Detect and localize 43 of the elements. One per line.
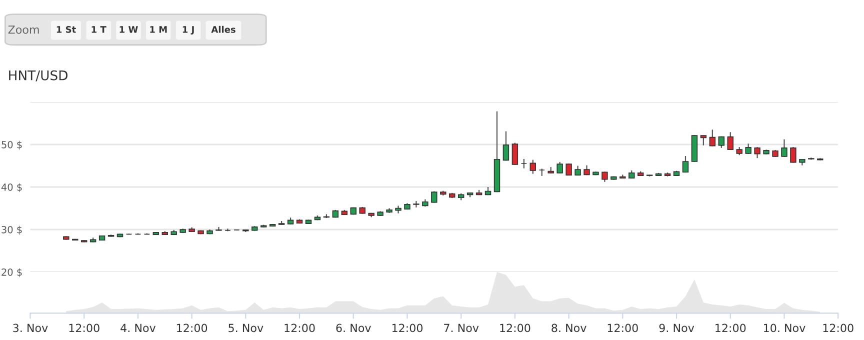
- candlestick: [754, 146, 760, 159]
- x-tick-label: 12:00: [716, 324, 746, 332]
- candlestick: [781, 138, 788, 158]
- candlestick: [512, 142, 518, 166]
- text: 1 T: [92, 26, 106, 33]
- x-tick-label: 12:00: [177, 324, 208, 332]
- x-tick-label: 3. Nov: [13, 324, 48, 332]
- text: 1 M: [150, 26, 167, 33]
- x-tick-label: 12:00: [392, 324, 423, 332]
- x-tick-label: 12:00: [284, 324, 315, 332]
- candlestick: [709, 129, 716, 147]
- candlestick: [556, 161, 563, 174]
- text: Alles: [211, 26, 236, 33]
- y-tick-label: 40 $: [1, 183, 22, 192]
- y-tick-label: 30 $: [2, 226, 22, 235]
- x-tick-label: 9. Nov: [659, 324, 694, 332]
- candlestick: [727, 132, 734, 151]
- y-tick-label: 50 $: [2, 140, 22, 150]
- x-tick-label: 5. Nov: [228, 324, 264, 332]
- candlestick: [413, 200, 420, 208]
- x-tick-label: 4. Nov: [120, 324, 156, 332]
- x-tick-label: 12:00: [500, 324, 530, 332]
- x-tick-label: 8. Nov: [552, 324, 586, 332]
- x-tick-label: 7. Nov: [444, 324, 479, 332]
- x-tick-label: 6. Nov: [336, 324, 371, 332]
- candlestick: [602, 171, 608, 182]
- text: 1 J: [182, 26, 194, 35]
- candlestick: [745, 143, 752, 154]
- candlestick: [790, 146, 796, 164]
- candlestick: [530, 159, 536, 174]
- candlestick: [682, 155, 689, 174]
- text: 1 St: [56, 26, 76, 33]
- chart-title: HNT/USD: [9, 70, 68, 82]
- x-tick-label: 12:00: [608, 324, 638, 332]
- text: Zoom: [8, 26, 39, 34]
- candlestick: [520, 158, 528, 169]
- candlestick: [502, 130, 510, 162]
- y-tick-label: 20 $: [2, 268, 22, 278]
- x-tick-label: 10. Nov: [764, 324, 806, 332]
- x-tick-label: 12:00: [69, 324, 100, 332]
- x-tick-label: 12:00: [823, 324, 854, 332]
- text: 1 W: [120, 26, 138, 33]
- candlestick: [700, 135, 707, 146]
